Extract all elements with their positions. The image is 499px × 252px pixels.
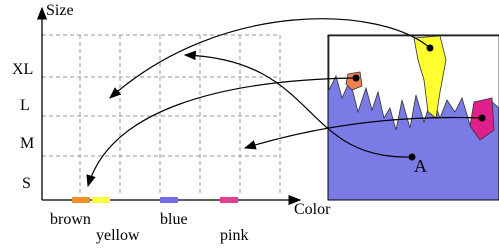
color-swatch [160, 197, 178, 203]
point-label: A [414, 156, 427, 176]
diagram: Size Color XL L M S brown yellow blue pi… [0, 0, 499, 252]
color-label: yellow [96, 227, 140, 244]
color-label: brown [50, 211, 91, 228]
color-label: blue [160, 211, 188, 228]
size-label: M [20, 135, 34, 152]
x-axis-title: Color [294, 201, 331, 218]
color-swatch [72, 197, 90, 203]
color-label: pink [220, 227, 248, 244]
color-swatch [92, 197, 110, 203]
color-swatch [220, 197, 238, 203]
size-label: L [20, 97, 30, 114]
size-label: XL [12, 61, 33, 78]
grid [42, 35, 280, 195]
y-axis-title: Size [46, 2, 74, 19]
size-label: S [22, 175, 31, 192]
